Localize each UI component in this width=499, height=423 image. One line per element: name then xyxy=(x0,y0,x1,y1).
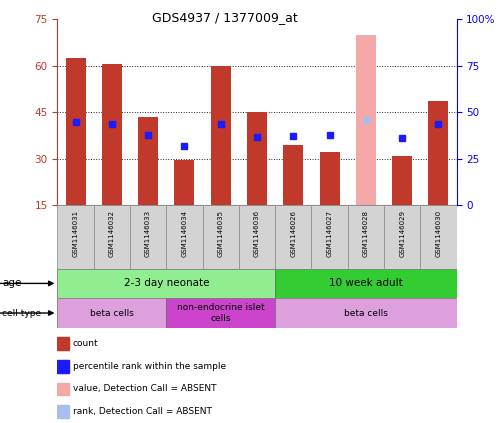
Text: GSM1146032: GSM1146032 xyxy=(109,210,115,257)
Text: GSM1146027: GSM1146027 xyxy=(326,210,332,257)
Bar xyxy=(203,205,239,269)
Bar xyxy=(166,298,275,328)
Text: non-endocrine islet
cells: non-endocrine islet cells xyxy=(177,303,264,323)
Bar xyxy=(319,152,339,205)
Bar xyxy=(57,298,166,328)
Text: GSM1146031: GSM1146031 xyxy=(72,210,78,257)
Text: beta cells: beta cells xyxy=(344,308,388,318)
Bar xyxy=(420,205,457,269)
Bar xyxy=(102,64,122,205)
Bar xyxy=(275,269,457,298)
Bar xyxy=(247,112,267,205)
Bar xyxy=(57,382,68,395)
Bar xyxy=(384,205,420,269)
Text: GSM1146026: GSM1146026 xyxy=(290,210,296,257)
Bar xyxy=(57,269,275,298)
Text: 2-3 day neonate: 2-3 day neonate xyxy=(124,278,209,288)
Bar xyxy=(57,205,94,269)
Text: rank, Detection Call = ABSENT: rank, Detection Call = ABSENT xyxy=(72,407,212,416)
Bar xyxy=(166,205,203,269)
Text: cell type: cell type xyxy=(2,308,41,318)
Text: beta cells: beta cells xyxy=(90,308,134,318)
Bar xyxy=(65,58,85,205)
Bar xyxy=(94,205,130,269)
Text: 10 week adult: 10 week adult xyxy=(329,278,403,288)
Bar xyxy=(283,145,303,205)
Bar xyxy=(429,101,449,205)
Text: GSM1146028: GSM1146028 xyxy=(363,210,369,257)
Bar xyxy=(275,298,457,328)
Bar xyxy=(392,156,412,205)
Text: GDS4937 / 1377009_at: GDS4937 / 1377009_at xyxy=(152,11,297,24)
Bar xyxy=(275,205,311,269)
Text: GSM1146033: GSM1146033 xyxy=(145,210,151,257)
Bar xyxy=(239,205,275,269)
Text: age: age xyxy=(2,278,22,288)
Text: percentile rank within the sample: percentile rank within the sample xyxy=(72,362,226,371)
Bar xyxy=(211,66,231,205)
Text: GSM1146030: GSM1146030 xyxy=(436,210,442,257)
Text: GSM1146036: GSM1146036 xyxy=(254,210,260,257)
Bar xyxy=(175,160,195,205)
Bar xyxy=(138,117,158,205)
Bar xyxy=(311,205,348,269)
Bar xyxy=(348,205,384,269)
Text: GSM1146034: GSM1146034 xyxy=(182,210,188,257)
Text: GSM1146029: GSM1146029 xyxy=(399,210,405,257)
Bar xyxy=(57,405,68,418)
Bar xyxy=(130,205,166,269)
Text: count: count xyxy=(72,339,98,348)
Bar xyxy=(57,360,68,373)
Bar xyxy=(57,337,68,350)
Text: value, Detection Call = ABSENT: value, Detection Call = ABSENT xyxy=(72,385,216,393)
Text: GSM1146035: GSM1146035 xyxy=(218,210,224,257)
Bar xyxy=(356,35,376,205)
